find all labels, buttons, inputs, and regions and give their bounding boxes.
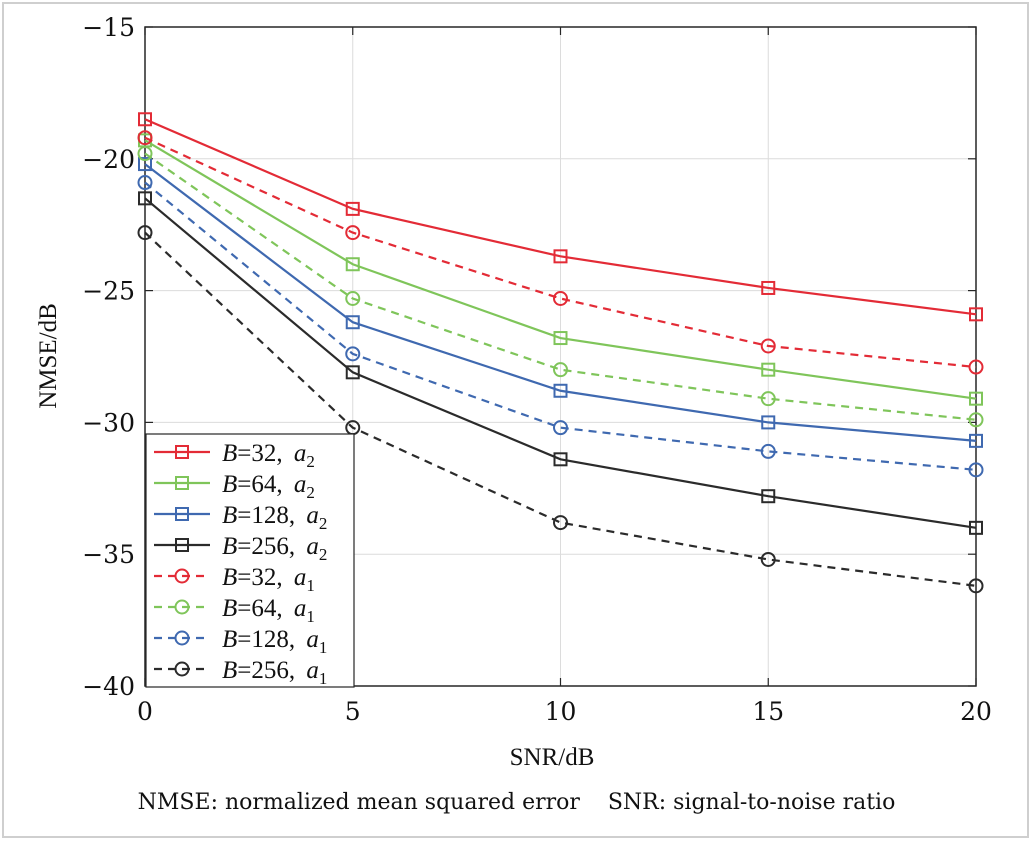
- data-point: [137, 175, 153, 191]
- data-point: [969, 433, 983, 448]
- data-point: [553, 515, 568, 531]
- data-point: [968, 578, 984, 594]
- legend-label: B=64, a2: [222, 471, 315, 502]
- data-point: [760, 338, 776, 354]
- legend-entry: B=32, a1: [154, 564, 315, 595]
- data-point: [760, 551, 776, 567]
- series-1: [138, 112, 983, 322]
- y-tick-label: −30: [82, 408, 135, 437]
- legend-label: B=64, a1: [222, 595, 315, 626]
- legend-label: B=128, a2: [222, 502, 327, 533]
- legend-marker: [175, 445, 189, 459]
- series-4: [138, 191, 983, 535]
- y-tick-label: −20: [82, 145, 135, 174]
- data-point: [969, 391, 983, 406]
- data-point: [138, 112, 152, 127]
- data-point: [761, 362, 776, 377]
- series-7: [137, 175, 984, 478]
- legend-entry: B=64, a2: [154, 471, 315, 502]
- data-point: [969, 520, 983, 535]
- data-point: [761, 280, 776, 295]
- legend-label: B=128, a1: [222, 626, 327, 657]
- legend-entry: B=128, a1: [154, 626, 327, 657]
- series-lines: [137, 112, 984, 594]
- data-point: [553, 249, 568, 264]
- data-point: [553, 420, 568, 436]
- legend-label: B=32, a2: [222, 440, 315, 471]
- data-point: [968, 462, 984, 478]
- data-point: [760, 443, 776, 459]
- legend-marker: [174, 630, 190, 646]
- x-tick-label: 20: [960, 697, 992, 726]
- series-line: [144, 152, 977, 421]
- series-6: [137, 146, 984, 428]
- series-line: [144, 139, 977, 400]
- legend-marker: [175, 476, 189, 490]
- series-line: [144, 197, 977, 529]
- data-point: [969, 307, 983, 322]
- series-line: [144, 231, 977, 587]
- data-point: [553, 331, 568, 346]
- data-point: [345, 225, 361, 241]
- legend-label: B=256, a2: [222, 533, 327, 564]
- data-point: [345, 201, 360, 216]
- data-point: [137, 146, 153, 162]
- series-5: [137, 130, 984, 375]
- data-point: [761, 489, 776, 504]
- data-point: [345, 257, 360, 272]
- x-axis-label: SNR/dB: [510, 744, 595, 771]
- legend-entry: B=32, a2: [154, 440, 315, 471]
- x-tick-label: 5: [345, 697, 361, 726]
- legend-marker: [175, 538, 189, 552]
- x-tick-label: 0: [137, 697, 153, 726]
- data-point: [345, 365, 360, 380]
- legend-entry: B=256, a2: [154, 533, 327, 564]
- data-point: [968, 359, 984, 375]
- legend-entry: B=64, a1: [154, 595, 315, 626]
- y-tick-label: −35: [82, 540, 135, 569]
- figure-caption: NMSE: normalized mean squared error SNR:…: [137, 790, 896, 815]
- series-line: [144, 136, 977, 369]
- data-point: [553, 383, 568, 398]
- x-tick-label: 15: [752, 697, 784, 726]
- legend: B=32, a2B=64, a2B=128, a2B=256, a2B=32, …: [145, 433, 355, 688]
- series-8: [137, 225, 984, 594]
- series-line: [144, 163, 977, 442]
- data-point: [553, 291, 568, 307]
- data-point: [761, 415, 776, 430]
- legend-marker: [174, 599, 190, 615]
- y-axis-label: NMSE/dB: [35, 303, 62, 409]
- legend-marker: [175, 507, 189, 521]
- y-tick-labels: −15 −20 −25 −30 −35 −40: [82, 13, 135, 701]
- data-point: [345, 315, 360, 330]
- legend-label: B=256, a1: [222, 657, 327, 688]
- y-tick-label: −40: [82, 672, 135, 701]
- legend-entry: B=256, a1: [154, 657, 327, 688]
- data-point: [138, 157, 152, 172]
- data-point: [345, 291, 361, 307]
- data-point: [137, 225, 153, 241]
- series-line: [144, 118, 977, 316]
- data-point: [968, 412, 984, 428]
- legend-marker: [174, 661, 190, 677]
- y-tick-label: −25: [82, 277, 135, 306]
- data-point: [553, 452, 568, 467]
- x-tick-label: 10: [545, 697, 577, 726]
- y-tick-label: −15: [82, 13, 135, 42]
- data-point: [553, 362, 568, 378]
- x-tick-labels: 0 5 10 15 20: [137, 697, 992, 726]
- data-point: [137, 130, 153, 146]
- legend-entry: B=128, a2: [154, 502, 327, 533]
- data-point: [760, 391, 776, 407]
- series-3: [138, 157, 983, 448]
- legend-label: B=32, a1: [222, 564, 315, 595]
- data-point: [345, 346, 361, 362]
- data-point: [138, 191, 152, 206]
- legend-marker: [174, 568, 190, 584]
